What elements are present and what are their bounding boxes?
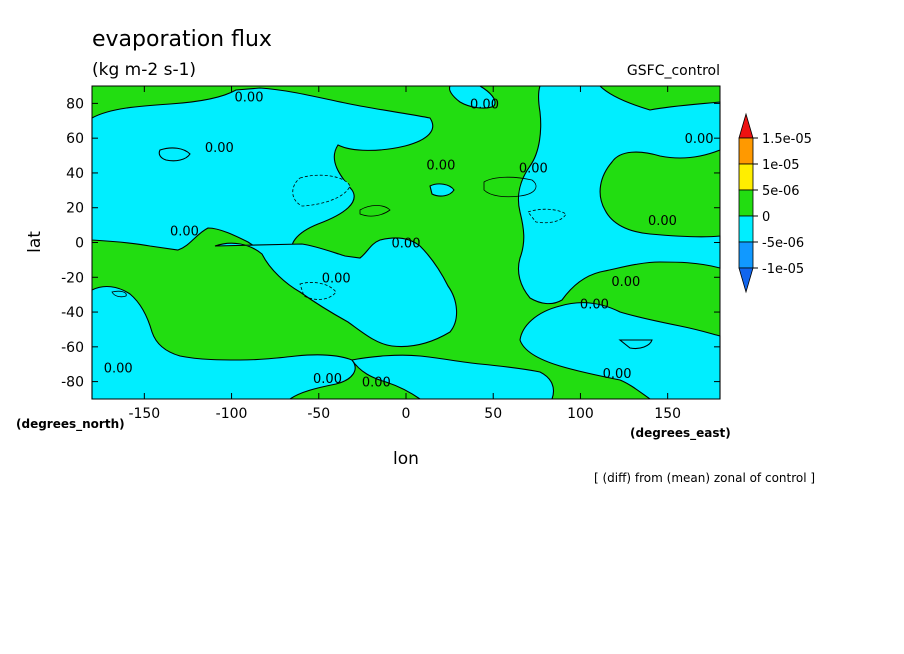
y-tick-label: -40 — [61, 305, 84, 321]
x-axis-label: lon — [393, 449, 419, 469]
contour-label: 0.00 — [313, 372, 342, 387]
colorbar-segment — [738, 189, 754, 217]
y-tick-label: 20 — [66, 201, 84, 217]
footnote: [ (diff) from (mean) zonal of control ] — [594, 471, 815, 485]
x-tick-label: -150 — [128, 406, 160, 422]
x-tick-label: 100 — [567, 406, 594, 422]
plot-area: 0.00 0.000.000.000.000.000.000.000.000.00… — [91, 85, 721, 400]
colorbar-label: 1.5e-05 — [762, 132, 812, 147]
x-tick-label: -50 — [307, 406, 330, 422]
negative-regions — [91, 85, 721, 400]
y-tick-label: 40 — [66, 166, 84, 182]
contour-label: 0.00 — [235, 90, 264, 105]
colorbar-label: -5e-06 — [762, 236, 804, 251]
contour-label: 0.00 — [611, 275, 640, 290]
contour-label: 0.00 — [392, 237, 421, 252]
contour-label: 0.00 — [580, 297, 609, 312]
y-tick-label: -80 — [61, 375, 84, 391]
contour-labels: 0.00 0.000.000.000.000.000.000.000.000.00… — [104, 90, 714, 390]
colorbar-label: -1e-05 — [762, 262, 804, 277]
chart-subtitle: (kg m-2 s-1) — [92, 60, 196, 80]
contour-label: 0.00 — [603, 367, 632, 382]
contour-label: 0.00 — [170, 224, 199, 239]
contour-label: 0.00 — [104, 362, 133, 377]
contour-label: 0.00 — [205, 141, 234, 156]
colorbar-segment — [738, 215, 754, 243]
minor-contours — [111, 176, 567, 300]
x-tick-label: 0 — [402, 406, 411, 422]
y-tick-label: 0 — [75, 236, 84, 252]
y-tick-label: 60 — [66, 131, 84, 147]
contour-label: 0.00 — [519, 162, 548, 177]
contour-label: 0.00 — [648, 214, 677, 229]
colorbar: 1.5e-05 1e-05 5e-06 0 -5e-06 -1e-05 — [738, 112, 812, 294]
colorbar-segment — [738, 163, 754, 191]
y-tick-label: 80 — [66, 96, 84, 112]
contour-label: 0.00 — [322, 271, 351, 286]
chart-title: evaporation flux — [92, 27, 272, 52]
contour-label: 0.00 — [362, 376, 391, 391]
colorbar-segment — [738, 241, 754, 269]
colorbar-label: 5e-06 — [762, 184, 800, 199]
run-label: GSFC_control — [627, 63, 720, 79]
y-axis-label: lat — [25, 231, 45, 253]
colorbar-label: 0 — [762, 210, 770, 225]
contour-label: 0.00 — [685, 132, 714, 147]
contour-label: 0.00 — [426, 158, 455, 173]
y-tick-label: -20 — [61, 270, 84, 286]
y-axis-units: (degrees_north) — [16, 417, 125, 432]
y-tick-label: -60 — [61, 340, 84, 356]
x-tick-label: -100 — [216, 406, 248, 422]
x-axis-ticks: -150 -100 -50 0 50 100 150 — [128, 86, 681, 422]
x-tick-label: 50 — [484, 406, 502, 422]
x-axis-units: (degrees_east) — [630, 426, 731, 441]
contour-label: 0.00 — [470, 97, 499, 112]
y-axis-ticks: 80 60 40 20 0 -20 -40 -60 -80 — [61, 96, 720, 391]
colorbar-min-arrow — [738, 267, 754, 294]
colorbar-max-arrow — [738, 112, 754, 139]
x-tick-label: 150 — [654, 406, 681, 422]
colorbar-segment — [738, 137, 754, 165]
colorbar-label: 1e-05 — [762, 158, 800, 173]
